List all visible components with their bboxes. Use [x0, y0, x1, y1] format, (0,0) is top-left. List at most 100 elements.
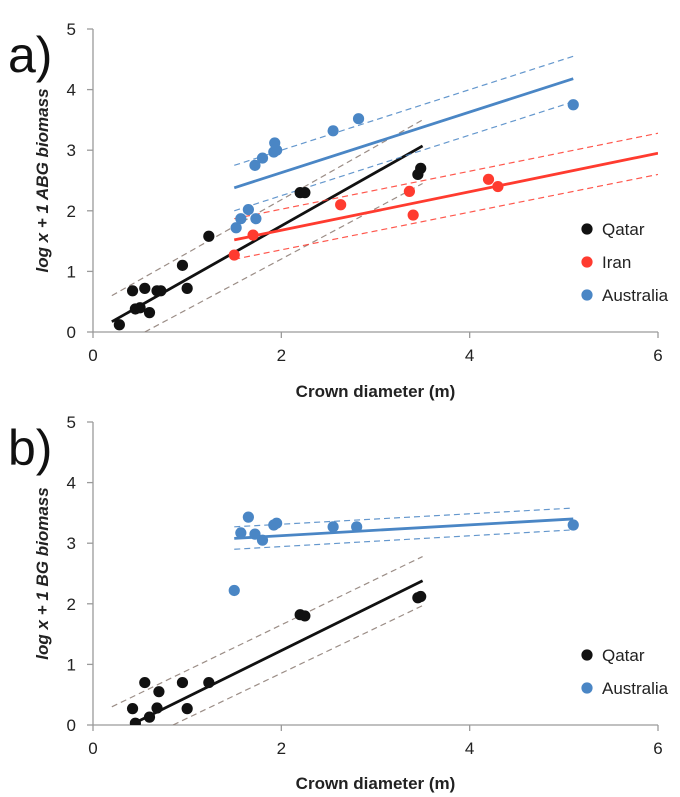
x-tick-label: 6	[653, 346, 662, 365]
qatar-point	[155, 285, 167, 297]
australia-point	[256, 534, 269, 546]
qatar-point	[181, 282, 193, 294]
legend-marker-iran	[581, 256, 593, 268]
plot-area	[111, 55, 658, 332]
plot-area	[111, 507, 579, 725]
qatar-point	[129, 717, 141, 725]
australia-ci-lower-line	[234, 529, 574, 550]
legend-label-qatar: Qatar	[602, 220, 645, 239]
iran-fit-line	[233, 151, 658, 242]
legend-label-iran: Iran	[602, 253, 631, 272]
australia-point	[235, 527, 247, 539]
y-axis-label: log x + 1 BG biomass	[33, 487, 52, 659]
qatar-point	[126, 703, 139, 715]
x-tick-label: 6	[653, 739, 662, 758]
iran-point	[482, 173, 495, 185]
y-tick-label: 2	[67, 595, 76, 614]
x-axis-label: Crown diameter (m)	[296, 774, 456, 793]
australia-point	[567, 519, 579, 531]
australia-point	[352, 113, 365, 125]
iran-ci-lower-line	[234, 173, 658, 260]
y-tick-label: 0	[67, 323, 76, 342]
iran-point	[335, 199, 347, 211]
x-tick-label: 4	[465, 739, 474, 758]
legend-marker-australia	[581, 289, 593, 301]
iran-point	[492, 180, 504, 193]
legend-label-qatar: Qatar	[602, 646, 645, 665]
qatar-point	[134, 302, 146, 314]
australia-point	[271, 144, 283, 156]
qatar-point	[139, 282, 151, 294]
y-tick-label: 2	[67, 202, 76, 221]
y-tick-label: 4	[67, 81, 76, 100]
y-tick-label: 1	[67, 655, 76, 674]
legend-label-australia: Australia	[602, 286, 669, 305]
qatar-point	[151, 702, 163, 714]
x-tick-label: 2	[277, 346, 286, 365]
qatar-point	[203, 230, 215, 242]
australia-point	[250, 213, 262, 225]
qatar-point	[176, 676, 189, 689]
qatar-fit-line	[130, 579, 424, 725]
panel-a: a) 0 1 2 3 4 5 0 2 4 6 Crown diameter (m) log x + 1 …	[8, 20, 669, 401]
y-tick-label: 5	[67, 413, 76, 432]
qatar-point	[153, 686, 165, 698]
qatar-point	[299, 187, 311, 199]
qatar-point	[143, 307, 156, 319]
qatar-ci-lower-line	[144, 183, 423, 332]
australia-point	[249, 528, 261, 540]
qatar-point	[203, 676, 215, 689]
australia-point	[228, 584, 240, 597]
iran-ci-upper-line	[234, 132, 658, 220]
y-tick-label: 0	[67, 716, 76, 735]
australia-point	[327, 125, 339, 137]
legend-label-australia: Australia	[602, 679, 669, 698]
x-tick-label: 4	[465, 346, 474, 365]
legend-marker-qatar	[581, 649, 593, 661]
australia-point	[230, 222, 242, 234]
australia-fit-line	[234, 517, 574, 540]
qatar-point	[181, 703, 193, 715]
y-tick-label: 3	[67, 141, 76, 160]
panel-label: b)	[8, 420, 52, 476]
legend-marker-australia	[581, 682, 593, 694]
qatar-point	[139, 676, 151, 689]
australia-point	[256, 152, 269, 164]
australia-point	[271, 517, 283, 529]
qatar-point	[299, 610, 311, 622]
iran-point	[407, 209, 419, 221]
australia-point	[567, 99, 579, 111]
qatar-point	[126, 285, 139, 297]
x-axis-label: Crown diameter (m)	[296, 382, 456, 401]
qatar-ci-upper-line	[111, 555, 423, 708]
australia-point	[249, 159, 261, 171]
qatar-point	[113, 319, 125, 331]
australia-point	[242, 203, 254, 216]
qatar-ci-lower-line	[172, 605, 423, 725]
panel-label: a)	[8, 27, 52, 83]
y-tick-label: 4	[67, 474, 76, 493]
australia-point	[327, 521, 339, 533]
australia-point	[242, 511, 254, 523]
x-tick-label: 2	[277, 739, 286, 758]
australia-fit-line	[233, 77, 574, 190]
x-tick-label: 0	[88, 739, 97, 758]
australia-point	[235, 213, 247, 225]
iran-point	[403, 185, 415, 198]
qatar-point	[415, 162, 427, 174]
qatar-point	[143, 711, 156, 723]
y-axis-label: log x + 1 ABG biomass	[33, 88, 52, 272]
australia-ci-upper-line	[234, 55, 574, 166]
australia-point	[351, 521, 363, 533]
qatar-point	[415, 590, 427, 603]
y-tick-label: 1	[67, 262, 76, 281]
y-tick-label: 3	[67, 534, 76, 553]
legend-marker-qatar	[581, 223, 593, 235]
iran-point	[228, 249, 240, 261]
x-tick-label: 0	[88, 346, 97, 365]
iran-point	[247, 229, 259, 241]
panel-b: b) 0 1 2 3 4 5 0 2 4 6 Crown diameter (m) log x + 1 …	[8, 413, 669, 793]
australia-ci-upper-line	[234, 507, 574, 528]
y-tick-label: 5	[67, 20, 76, 39]
